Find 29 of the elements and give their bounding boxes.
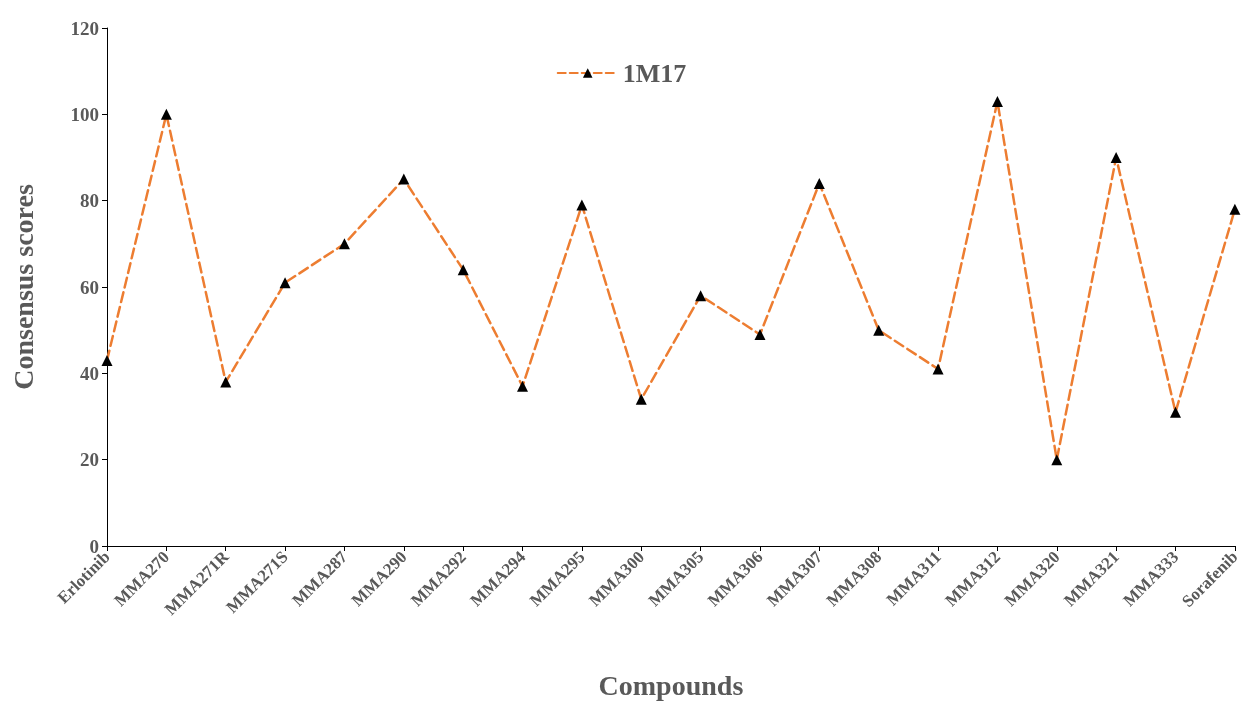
point: [1170, 406, 1182, 418]
y-tick-label: 100: [70, 103, 99, 125]
point: [754, 328, 766, 340]
y-tick-label: 40: [80, 362, 99, 384]
point: [813, 177, 825, 189]
point: [991, 95, 1003, 107]
point: [873, 324, 885, 336]
y-tick-label: 120: [70, 17, 99, 39]
legend-label: 1M17: [622, 58, 687, 88]
point: [160, 108, 172, 120]
point: [635, 393, 647, 405]
point: [279, 277, 291, 289]
point: [1051, 454, 1063, 466]
y-tick-label: 80: [80, 190, 99, 212]
point: [1229, 203, 1241, 215]
point: [576, 199, 588, 211]
point: [695, 290, 707, 302]
y-tick-label: 60: [80, 276, 99, 298]
point: [457, 264, 469, 276]
point: [398, 173, 410, 185]
point: [517, 380, 529, 392]
y-tick-label: 20: [80, 449, 99, 471]
point: [932, 363, 944, 375]
x-axis-title: Compounds: [598, 669, 744, 701]
point: [1110, 152, 1122, 163]
y-axis-title: Consensus scores: [7, 184, 39, 390]
point: [101, 354, 113, 366]
point: [220, 376, 232, 388]
point: [338, 238, 350, 250]
